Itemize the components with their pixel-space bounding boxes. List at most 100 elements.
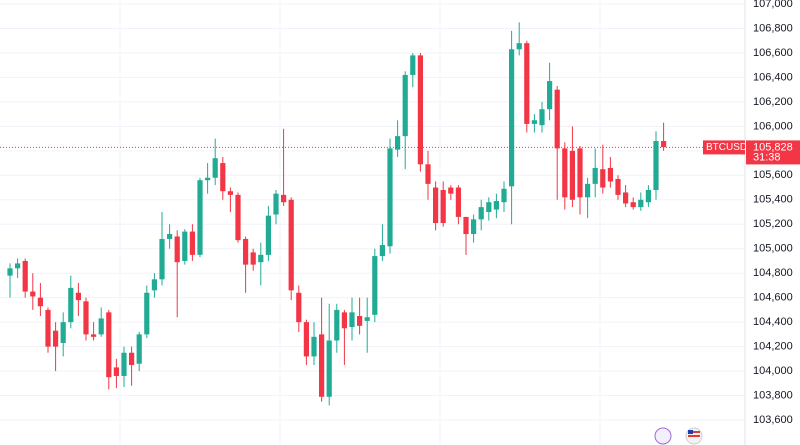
bottom-icons — [654, 427, 703, 445]
candle-body — [53, 330, 59, 347]
candle-body — [638, 199, 644, 208]
candle-body — [83, 301, 89, 335]
candle-body — [509, 49, 515, 187]
candle-body — [303, 322, 309, 357]
y-tick-label: 106,400 — [753, 71, 793, 83]
price-tag — [746, 140, 800, 165]
symbol-label: BTCUSD — [706, 142, 747, 153]
candle-body — [30, 291, 36, 297]
y-tick-label: 103,600 — [753, 414, 793, 426]
candle-body — [493, 201, 499, 210]
candle-body — [273, 193, 279, 215]
candle-body — [265, 215, 271, 255]
y-tick-label: 104,000 — [753, 365, 793, 377]
candle-body — [167, 234, 173, 239]
candle-body — [661, 141, 667, 148]
candle-body — [75, 292, 81, 301]
candle-body — [516, 43, 522, 50]
candle-body — [562, 148, 568, 198]
candle-body — [151, 279, 157, 291]
candle-body — [159, 238, 165, 280]
candle-body — [7, 268, 13, 276]
candle-body — [212, 158, 218, 178]
plot — [7, 22, 667, 406]
candle-body — [98, 318, 104, 335]
candle-body — [91, 334, 97, 337]
candle-body — [60, 322, 66, 343]
candle-body — [250, 252, 256, 265]
y-tick-label: 105,600 — [753, 169, 793, 181]
candle-body — [585, 183, 591, 198]
flag-stripe — [688, 435, 700, 437]
candle-body — [197, 180, 203, 255]
candle-body — [471, 219, 477, 235]
y-tick-label: 104,200 — [753, 341, 793, 353]
candle-body — [547, 81, 553, 110]
candle-body — [531, 120, 537, 124]
candle-body — [569, 150, 575, 200]
candle-body — [630, 202, 636, 208]
candle-body — [357, 316, 363, 326]
flag-stripe — [688, 431, 700, 433]
candle-body — [15, 263, 21, 269]
last-price-label: 105,828 — [753, 141, 793, 153]
y-tick-label: 106,800 — [753, 22, 793, 34]
candle-body — [243, 238, 249, 265]
y-tick-label: 104,400 — [753, 316, 793, 328]
candle-body — [448, 187, 454, 194]
candle-body — [296, 292, 302, 323]
y-tick-label: 104,600 — [753, 292, 793, 304]
candle-body — [311, 336, 317, 357]
candle-body — [600, 169, 606, 188]
countdown-label: 31:38 — [753, 151, 781, 163]
candle-body — [288, 199, 294, 291]
candle-body — [189, 231, 195, 255]
icon[interactable] — [654, 427, 672, 445]
candle-body — [174, 236, 180, 263]
candle-body — [227, 191, 233, 195]
candle-body — [607, 167, 613, 182]
y-tick-label: 106,600 — [753, 47, 793, 59]
candle-body — [425, 164, 431, 184]
candle-body — [410, 55, 416, 75]
candle-body — [45, 309, 51, 347]
y-tick-label: 105,400 — [753, 194, 793, 206]
candle-body — [478, 207, 484, 220]
candle-body — [653, 141, 659, 190]
candle-body — [440, 189, 446, 224]
candle-body — [113, 367, 119, 376]
candle-body — [539, 109, 545, 126]
candle-body — [455, 187, 461, 217]
candle-body — [68, 287, 74, 323]
candle-body — [129, 352, 135, 365]
candle-body — [433, 187, 439, 224]
candle-body — [281, 194, 287, 203]
candle-body — [136, 334, 142, 364]
candle-body — [319, 334, 325, 397]
candle-body — [364, 317, 370, 321]
candle-body — [121, 352, 127, 376]
candle-body — [341, 312, 347, 329]
candle-body — [235, 194, 241, 241]
flag-canton — [688, 430, 693, 434]
candle-body — [372, 256, 378, 315]
candle-body — [379, 245, 385, 257]
candle-body — [395, 136, 401, 150]
candle-body — [37, 297, 43, 307]
y-tick-label: 106,000 — [753, 120, 793, 132]
candle-body — [623, 192, 629, 204]
candle-body — [615, 178, 621, 195]
candle-body — [220, 163, 226, 192]
candle-body — [326, 340, 332, 397]
candle-body — [577, 148, 583, 198]
candle-body — [205, 177, 211, 181]
symbol-tag — [703, 140, 745, 155]
candle-body — [106, 312, 112, 378]
y-tick-label: 103,800 — [753, 389, 793, 401]
y-tick-label: 105,000 — [753, 243, 793, 255]
candle-body — [417, 55, 423, 165]
candle-body — [501, 188, 507, 203]
candle-body — [592, 167, 598, 184]
candle-body — [334, 309, 340, 341]
candle-body — [645, 189, 651, 203]
